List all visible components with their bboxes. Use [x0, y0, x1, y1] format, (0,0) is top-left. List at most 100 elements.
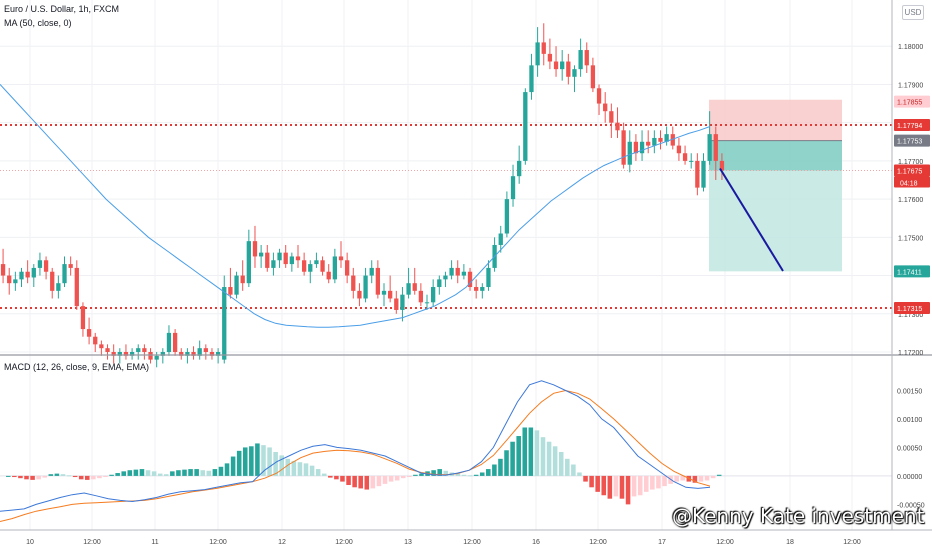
macd-histogram-bar	[704, 475, 710, 481]
candle-body	[129, 352, 135, 356]
macd-histogram-bar	[115, 473, 120, 476]
candle-body	[301, 260, 307, 272]
time-tick-label: 17	[658, 539, 666, 546]
price-tick-label: 1.17500	[898, 235, 923, 242]
candle	[713, 126, 718, 180]
candle-body	[627, 141, 632, 165]
candle-body	[387, 290, 393, 299]
macd-histogram-bar	[72, 475, 78, 478]
time-tick-label: 12:00	[83, 539, 101, 546]
candle	[265, 244, 270, 272]
macd-histogram-bar	[66, 475, 72, 477]
price-label-box	[894, 134, 930, 147]
macd-histogram-bar	[309, 465, 315, 476]
candle	[621, 122, 626, 169]
candle-body	[228, 287, 233, 295]
time-tick-label: 11	[151, 539, 158, 546]
macd-histogram-bar	[419, 473, 424, 476]
price-tick-label: 1.17200	[898, 350, 923, 357]
candle	[222, 275, 227, 364]
candle-body	[363, 275, 368, 299]
currency-badge[interactable]: USD	[902, 5, 924, 20]
candle	[308, 260, 313, 284]
price-label: 1.17411	[897, 269, 922, 276]
price-label: 1.17753	[897, 139, 922, 146]
candle-body	[68, 264, 73, 268]
price-label-box	[894, 95, 930, 108]
candle-body	[498, 233, 503, 245]
candle	[234, 271, 239, 299]
candle-body	[320, 260, 325, 272]
candle-body	[258, 252, 264, 257]
candle-body	[633, 141, 639, 154]
candle	[615, 107, 620, 138]
candle-body	[86, 329, 92, 337]
time-tick-label: 10	[26, 539, 34, 546]
macd-histogram-bar	[625, 475, 631, 505]
macd-histogram-bar	[97, 475, 102, 479]
price-label: 1.17315	[897, 306, 922, 313]
candle-body	[246, 241, 251, 284]
candle	[652, 130, 657, 154]
macd-histogram-bar	[78, 475, 84, 480]
price-tick-label: 1.17900	[898, 82, 923, 89]
macd-histogram-bar	[644, 475, 649, 492]
candle-body	[609, 111, 614, 123]
candle	[406, 267, 411, 299]
macd-histogram-bar	[285, 458, 291, 476]
symbol-legend: Euro / U.S. Dollar, 1h, FXCM	[4, 4, 120, 14]
time-tick-label: 18	[786, 539, 794, 546]
macd-histogram-bar	[352, 475, 357, 488]
candle	[129, 348, 135, 360]
candle-body	[639, 141, 645, 154]
filled-zone	[709, 140, 842, 171]
candle	[228, 267, 233, 299]
candle	[197, 340, 202, 360]
candle-body	[713, 134, 718, 161]
macd-histogram-bar	[698, 475, 704, 482]
candle	[123, 344, 129, 360]
macd-histogram-bar	[394, 475, 400, 481]
macd-histogram-bar	[182, 469, 187, 476]
candle	[258, 244, 264, 268]
macd-histogram-bar	[261, 445, 266, 476]
candle	[246, 229, 251, 288]
macd-histogram-bar	[176, 470, 181, 476]
price-label-box	[894, 302, 930, 315]
macd-tick-label: 0.00100	[897, 417, 922, 424]
macd-histogram-bar	[24, 475, 29, 480]
candle-body	[179, 352, 184, 356]
candle-body	[719, 160, 725, 171]
candle-body	[406, 283, 411, 295]
macd-histogram-bar	[583, 475, 588, 482]
candle	[160, 348, 165, 364]
candle-body	[369, 267, 374, 276]
macd-histogram-bar	[565, 458, 570, 476]
candle	[701, 153, 706, 192]
price-tick-label: 1.18000	[898, 44, 923, 51]
candle	[240, 260, 245, 291]
candle-body	[357, 290, 362, 299]
macd-tick-label: 0.00150	[897, 388, 922, 395]
candle-body	[105, 348, 110, 352]
candle-body	[541, 42, 546, 54]
macd-histogram-bar	[151, 471, 157, 476]
candle-body	[154, 355, 159, 360]
candle	[455, 260, 460, 284]
macd-histogram-bar	[36, 475, 41, 480]
projection-arrow	[719, 168, 784, 272]
macd-legend: MACD (12, 26, close, 9, EMA, EMA)	[4, 362, 150, 372]
price-tick-label: 1.17600	[898, 197, 923, 204]
candle	[633, 134, 639, 161]
candle	[289, 252, 294, 272]
candle-body	[603, 103, 608, 112]
candle-body	[670, 134, 675, 146]
macd-histogram-bar	[637, 475, 643, 496]
candle-body	[166, 332, 172, 352]
macd-histogram-bar	[431, 470, 436, 476]
macd-histogram-bar	[60, 474, 66, 476]
candle	[295, 244, 301, 268]
candle	[172, 329, 178, 356]
candle	[584, 42, 589, 73]
candle	[449, 260, 454, 280]
